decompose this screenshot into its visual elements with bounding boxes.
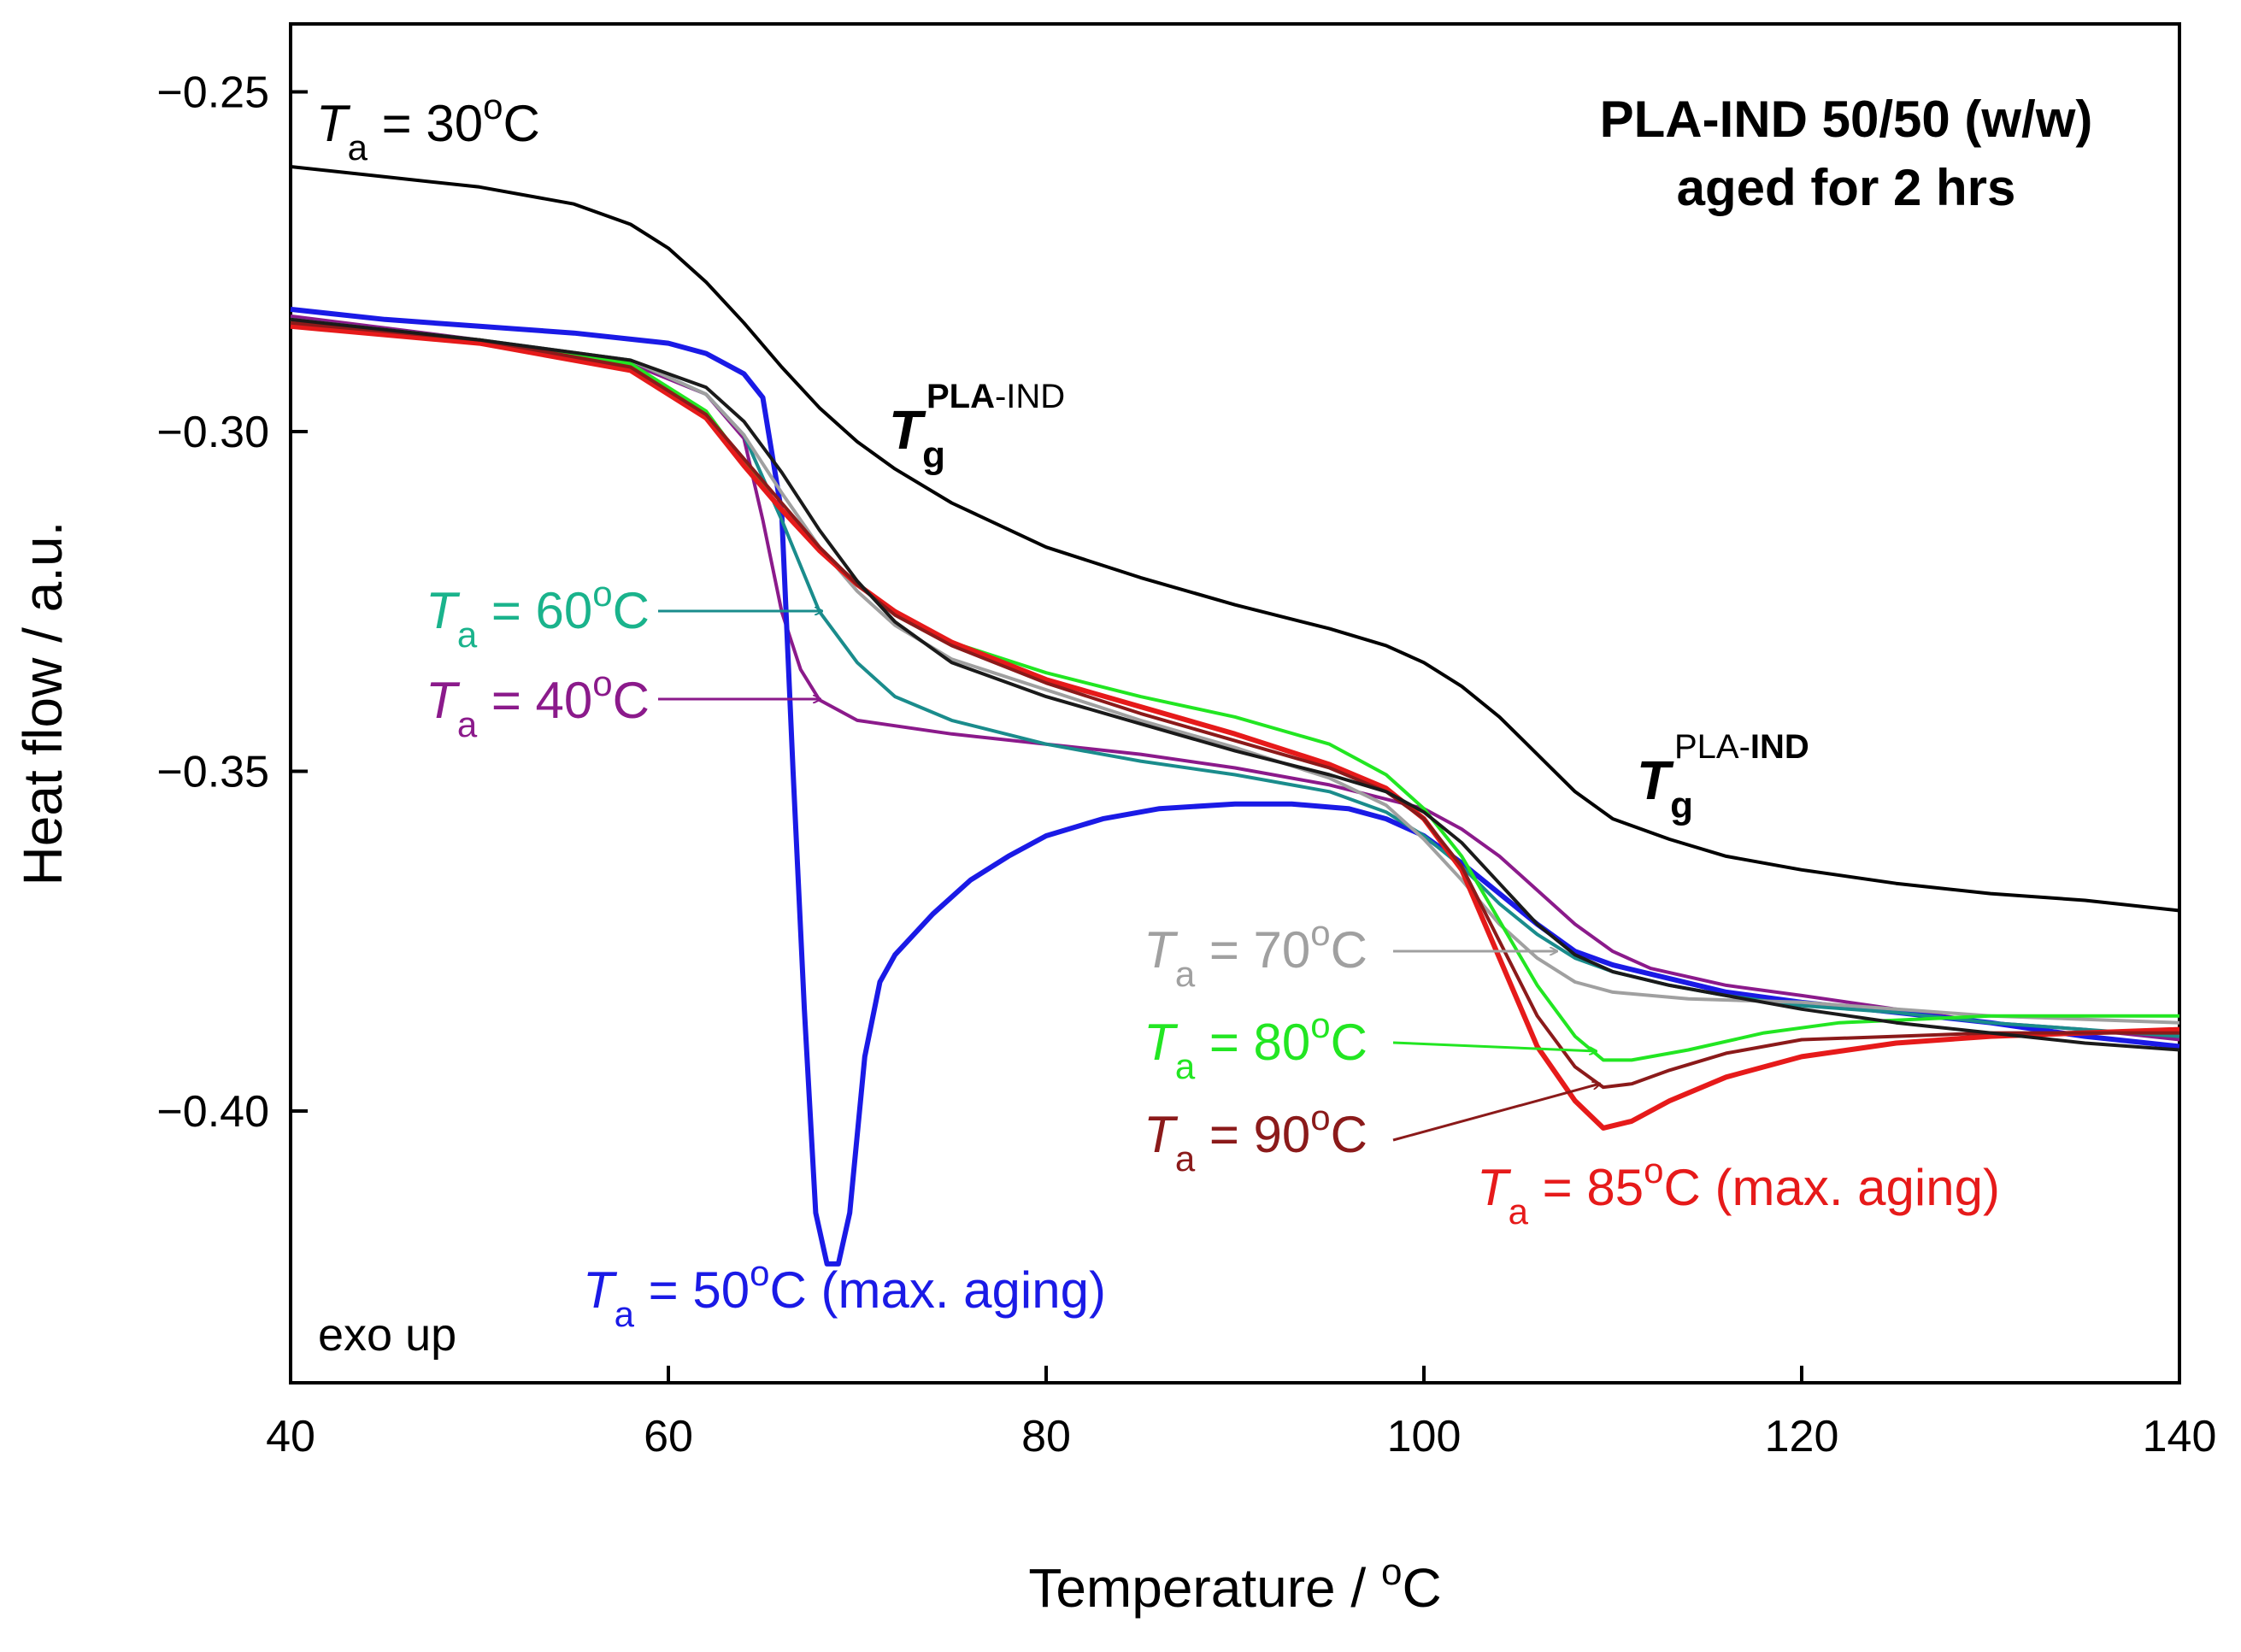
annotation-sup-0: o — [483, 86, 503, 126]
annotation-suffix-5: C — [1331, 1014, 1368, 1071]
annotation-T-4: T — [1144, 921, 1179, 979]
annotation-suffix-1: C — [613, 582, 650, 639]
x-unit-c: C — [1402, 1557, 1441, 1619]
annotation-text-0: = 30 — [368, 95, 483, 152]
annotation-text-5: = 80 — [1195, 1014, 1310, 1071]
annotation-sub-3: a — [615, 1294, 635, 1334]
plot-frame — [289, 22, 2181, 1385]
annotation-suffix-0: C — [503, 95, 540, 152]
x-axis-title-text: Temperature / — [1028, 1557, 1381, 1619]
tg-label-text-0: Tg PLA-IND — [889, 378, 1065, 476]
annotation-sup-3: o — [750, 1253, 769, 1293]
annotation-sub-2: a — [457, 704, 478, 744]
tg-label-2: Tg PLA-IND — [1637, 728, 1809, 826]
x-tick-label-4: 120 — [1765, 1412, 1839, 1461]
annotation-sub-4: a — [1175, 954, 1196, 994]
annotation-text-2: = 40 — [477, 672, 592, 729]
series-group — [290, 165, 2180, 1267]
chart-title-line-1: PLA-IND 50/50 (w/w) — [1600, 91, 2093, 148]
annotation-label-1: Ta = 60oC — [426, 573, 650, 655]
tg-sup-a-1: PLA- — [1674, 728, 1750, 766]
annotation-sub-7: a — [1509, 1191, 1529, 1232]
series-line-6 — [290, 323, 2180, 1131]
series-line-2 — [290, 306, 2180, 1267]
tg-sup-b-0: -IND — [995, 378, 1065, 415]
x-tick-label-1: 60 — [644, 1412, 693, 1461]
annotation-sup-4: o — [1310, 913, 1330, 953]
x-tick-label-0: 40 — [266, 1412, 315, 1461]
annotation-sup-7: o — [1644, 1150, 1663, 1190]
tg-label-text-1: Tg PLA-IND — [1637, 728, 1809, 826]
annotation-arrows — [658, 611, 1600, 1142]
annotation-suffix-7: C (max. aging) — [1664, 1159, 2000, 1216]
annotation-label-3: Ta = 50oC (max. aging) — [583, 1253, 1106, 1334]
annotation-text-6: = 90 — [1195, 1106, 1310, 1163]
annotation-label-6: Ta = 90oC — [1144, 1097, 1368, 1179]
annotation-T-0: T — [316, 95, 351, 152]
annotation-sup-6: o — [1310, 1097, 1330, 1138]
tg-sub-0: g — [922, 434, 945, 476]
annotation-label-7: Ta = 85oC (max. aging) — [1477, 1150, 2000, 1232]
annotation-T-3: T — [583, 1261, 618, 1319]
annotation-suffix-4: C — [1331, 921, 1368, 979]
x-axis-ticks: 40 60 80 100 120 140 — [266, 1366, 2216, 1461]
annotation-label-5: Ta = 80oC — [1144, 1005, 1368, 1086]
annotation-sup-1: o — [592, 573, 612, 614]
x-unit-degree: o — [1381, 1551, 1402, 1593]
tg-sup-b-1: IND — [1750, 728, 1809, 766]
annotation-sub-1: a — [457, 614, 478, 655]
x-tick-label-5: 140 — [2143, 1412, 2217, 1461]
annotation-arrow-4 — [1392, 1084, 1600, 1142]
y-axis-ticks: −0.25 −0.30 −0.35 −0.40 — [156, 68, 308, 1137]
annotation-arrow-3 — [1392, 1041, 1597, 1051]
annotation-sub-5: a — [1175, 1046, 1196, 1086]
annotation-T-1: T — [426, 582, 461, 639]
annotation-sub-6: a — [1175, 1138, 1196, 1179]
y-tick-label-0: −0.25 — [156, 68, 269, 118]
series-line-0 — [290, 165, 2180, 913]
annotation-sup-2: o — [592, 663, 612, 703]
annotation-sup-5: o — [1310, 1005, 1330, 1045]
exo-up-note: exo up — [318, 1309, 456, 1361]
annotation-T-5: T — [1144, 1014, 1179, 1071]
annotation-label-0: Ta = 30oC — [316, 86, 540, 168]
y-axis-title: Heat flow / a.u. — [12, 521, 74, 886]
annotation-text-1: = 60 — [477, 582, 592, 639]
annotation-text-4: = 70 — [1195, 921, 1310, 979]
y-tick-label-1: −0.30 — [156, 408, 269, 457]
y-tick-label-3: −0.40 — [156, 1087, 269, 1137]
x-tick-label-2: 80 — [1021, 1412, 1071, 1461]
annotation-label-4: Ta = 70oC — [1144, 913, 1368, 994]
tg-base-1: T — [1637, 750, 1674, 811]
annotation-label-2: Ta = 40oC — [426, 663, 650, 744]
x-axis-title-unit: oC — [1381, 1551, 1442, 1619]
tg-sup-a-0: PLA — [926, 378, 995, 415]
annotation-suffix-6: C — [1331, 1106, 1368, 1163]
annotation-T-2: T — [426, 672, 461, 729]
tg-label-1: Tg PLA-IND — [889, 378, 1065, 476]
annotation-suffix-2: C — [613, 672, 650, 729]
tg-base-0: T — [889, 399, 926, 461]
chart-title-line-2: aged for 2 hrs — [1677, 159, 2016, 216]
annotation-suffix-3: C (max. aging) — [770, 1261, 1106, 1319]
x-tick-label-3: 100 — [1387, 1412, 1462, 1461]
series-line-8 — [290, 317, 2180, 1052]
annotation-sub-0: a — [348, 127, 368, 168]
annotation-text-3: = 50 — [634, 1261, 750, 1319]
x-axis-title: Temperature / oC — [1028, 1551, 1441, 1619]
y-tick-label-2: −0.35 — [156, 748, 269, 797]
annotation-text-7: = 85 — [1528, 1159, 1644, 1216]
annotation-T-7: T — [1477, 1159, 1512, 1216]
annotation-T-6: T — [1144, 1106, 1179, 1163]
tg-sub-1: g — [1670, 785, 1693, 826]
